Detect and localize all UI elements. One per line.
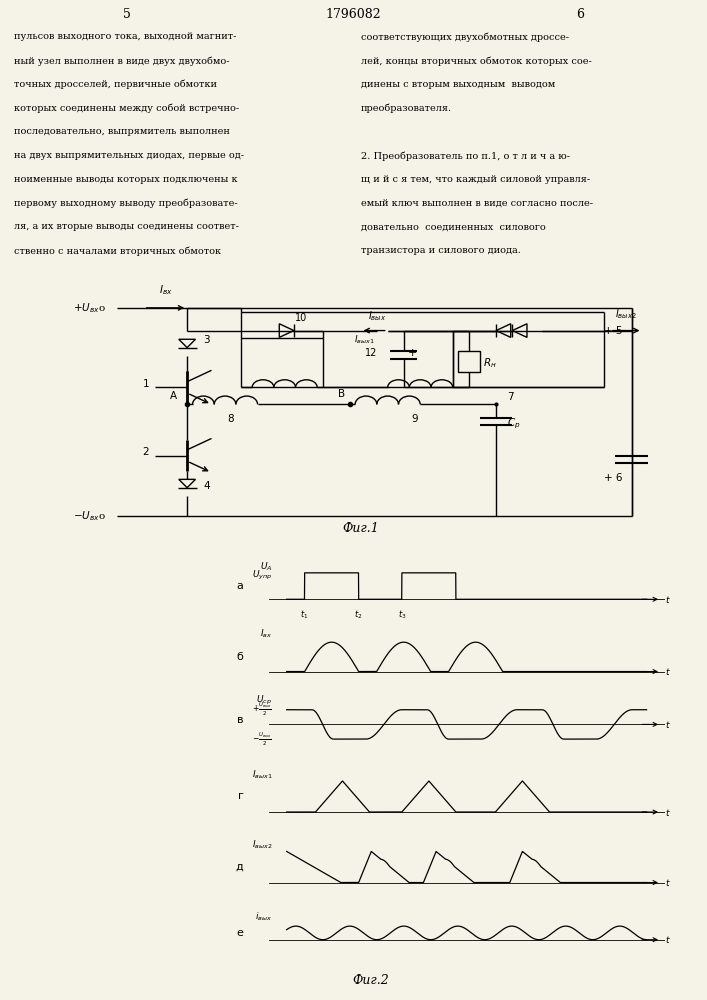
Text: последовательно, выпрямитель выполнен: последовательно, выпрямитель выполнен [14,127,230,136]
Text: B: B [338,389,345,399]
Text: емый ключ выполнен в виде согласно после-: емый ключ выполнен в виде согласно после… [361,199,592,208]
Text: точных дросселей, первичные обмотки: точных дросселей, первичные обмотки [14,80,217,89]
Text: пульсов выходного тока, выходной магнит-: пульсов выходного тока, выходной магнит- [14,32,237,41]
Text: 8: 8 [227,414,234,424]
Text: соответствующих двухобмотных дроссе-: соответствующих двухобмотных дроссе- [361,32,568,42]
Text: $R_н$: $R_н$ [483,356,496,370]
Text: ный узел выполнен в виде двух двухобмо-: ный узел выполнен в виде двух двухобмо- [14,56,230,66]
Text: 7: 7 [507,392,513,402]
Text: д: д [235,862,243,872]
Text: довательно  соединенных  силового: довательно соединенных силового [361,222,545,231]
Text: A: A [170,391,177,401]
Text: $C_р$: $C_р$ [507,416,520,431]
Text: ноименные выводы которых подключены к: ноименные выводы которых подключены к [14,175,238,184]
Text: $t_2$: $t_2$ [354,609,363,621]
Text: $I_{вых2}$: $I_{вых2}$ [615,307,637,321]
Text: на двух выпрямительных диодах, первые од-: на двух выпрямительных диодах, первые од… [14,151,244,160]
Text: $t$: $t$ [665,807,670,818]
Text: + 5: + 5 [604,326,623,336]
Text: 3: 3 [204,335,210,345]
Text: 4: 4 [204,481,210,491]
Text: 6: 6 [575,8,584,21]
Text: ля, а их вторые выводы соединены соответ-: ля, а их вторые выводы соединены соответ… [14,222,239,231]
Text: $t$: $t$ [665,719,670,730]
Text: $+U_{вх}$о: $+U_{вх}$о [73,301,106,315]
Text: 2: 2 [143,447,149,457]
Text: 5: 5 [123,8,132,21]
Text: г: г [238,791,243,801]
Text: $U_{ср}$: $U_{ср}$ [257,694,272,707]
Text: ственно с началами вторичных обмоток: ственно с началами вторичных обмоток [14,246,221,256]
Bar [458,351,480,372]
Text: $-U_{вх}$о: $-U_{вх}$о [73,509,106,523]
Text: $-\frac{U_{вых}}{2}$: $-\frac{U_{вых}}{2}$ [252,730,272,748]
Text: $+\frac{U_{вых}}{2}$: $+\frac{U_{вых}}{2}$ [252,701,272,718]
Text: $I_{вых1}$: $I_{вых1}$ [354,334,374,346]
Text: транзистора и силового диода.: транзистора и силового диода. [361,246,520,255]
Text: 12: 12 [364,348,377,358]
Text: в: в [237,715,243,725]
Text: $t$: $t$ [665,934,670,945]
Text: 2. Преобразователь по п.1, о т л и ч а ю-: 2. Преобразователь по п.1, о т л и ч а ю… [361,151,570,161]
Text: е: е [237,928,243,938]
Text: преобразователя.: преобразователя. [361,104,452,113]
Text: $t$: $t$ [665,666,670,677]
Text: $I_{вх}$: $I_{вх}$ [158,283,173,296]
Text: +: + [408,348,418,358]
Text: $t_1$: $t_1$ [300,609,309,621]
Text: 1796082: 1796082 [326,8,381,21]
Text: первому выходному выводу преобразовате-: первому выходному выводу преобразовате- [14,199,238,208]
Text: $i_{вых}$: $i_{вых}$ [255,911,272,923]
Text: + 6: + 6 [604,473,623,483]
Text: $I_{вых2}$: $I_{вых2}$ [252,839,272,851]
Text: $I_{вых1}$: $I_{вых1}$ [252,768,272,781]
Text: лей, концы вторичных обмоток которых сое-: лей, концы вторичных обмоток которых сое… [361,56,591,66]
Text: $I_{вых}$: $I_{вых}$ [368,309,386,323]
Text: 9: 9 [411,414,418,424]
Text: динены с вторым выходным  выводом: динены с вторым выходным выводом [361,80,555,89]
Text: $t_3$: $t_3$ [397,609,406,621]
Text: Фиг.2: Фиг.2 [353,974,390,988]
Text: а: а [237,581,243,591]
Text: щ и й с я тем, что каждый силовой управля-: щ и й с я тем, что каждый силовой управл… [361,175,590,184]
Text: которых соединены между собой встречно-: которых соединены между собой встречно- [14,104,239,113]
Text: 1: 1 [143,379,149,389]
Text: $t$: $t$ [665,594,670,605]
Text: Фиг.1: Фиг.1 [342,522,379,535]
Text: $U_A$: $U_A$ [259,561,272,573]
Text: б: б [237,652,243,662]
Text: $t$: $t$ [665,877,670,888]
Text: $I_{вх}$: $I_{вх}$ [260,627,272,640]
Text: $U_{упр}$: $U_{упр}$ [252,569,272,582]
Text: 10: 10 [295,313,307,323]
